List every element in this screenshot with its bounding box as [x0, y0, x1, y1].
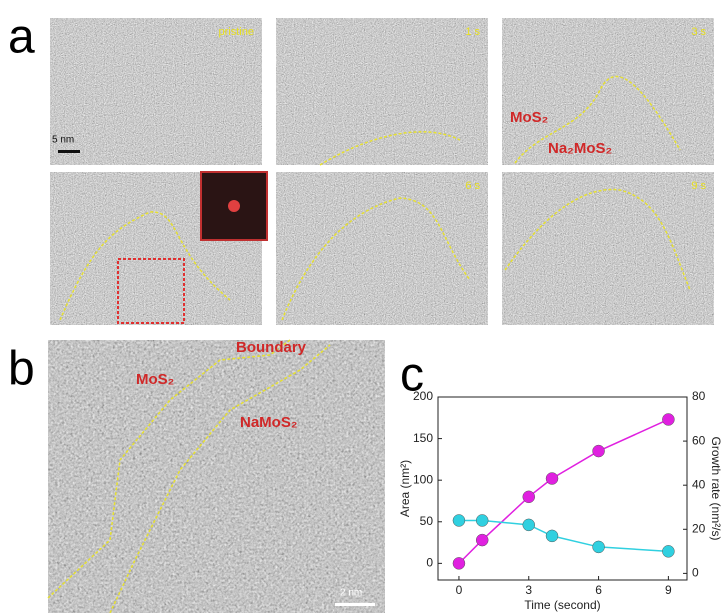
panel-label: c — [400, 349, 424, 402]
x-tick-label: 0 — [456, 583, 463, 597]
y-axis-label: Area (nm²) — [398, 460, 412, 517]
frame-label: 6 s — [465, 180, 480, 192]
y2-axis-label: Growth rate (nm²/s) — [709, 436, 723, 540]
series-line — [458, 418, 669, 564]
phase-label: MoS₂ — [136, 371, 174, 388]
data-point — [662, 413, 675, 426]
y-tick-label: 100 — [413, 472, 433, 486]
y2-tick-label: 80 — [692, 389, 706, 403]
y-tick-label: 0 — [426, 556, 433, 570]
data-point — [475, 514, 489, 527]
tem-frame — [502, 18, 714, 165]
y-tick-label: 50 — [420, 514, 434, 528]
data-point — [545, 529, 559, 543]
data-point — [592, 540, 605, 554]
x-tick-label: 3 — [525, 583, 532, 597]
tem-frame — [276, 172, 488, 325]
y2-tick-label: 40 — [692, 477, 706, 491]
plot-frame — [437, 396, 688, 581]
annotations: 5 nm MoS₂ Na₂MoS₂ — [52, 75, 691, 324]
data-point — [522, 518, 536, 532]
frame-label: 1 s — [465, 26, 480, 38]
panel-label: a — [8, 11, 35, 64]
phase-label: NaMoS₂ — [240, 414, 298, 431]
panel-label: b — [8, 343, 35, 396]
y-tick-label: 150 — [413, 431, 433, 445]
y-tick-label: 200 — [413, 389, 433, 403]
frame-label: 3 s — [691, 26, 706, 38]
data-point — [475, 533, 489, 547]
data-point — [522, 490, 536, 504]
annotations: Boundary MoS₂ NaMoS₂ 2 nm — [47, 339, 375, 613]
x-tick-label: 6 — [595, 583, 602, 597]
data-point — [662, 545, 675, 558]
data-point — [452, 514, 466, 527]
frame-label: 9 s — [691, 180, 706, 192]
phase-label: Na₂MoS₂ — [548, 140, 612, 157]
data-point — [545, 472, 559, 485]
tem-image — [48, 340, 385, 613]
tem-frame — [276, 18, 488, 165]
data-point — [452, 557, 466, 570]
series-line — [458, 519, 669, 553]
chart: 0 3 6 9 0 50 100 150 200 0 20 40 60 80 Time (second) Ar… — [398, 389, 723, 612]
data-point — [592, 444, 605, 458]
tem-frame — [502, 172, 714, 325]
y2-tick-label: 20 — [692, 521, 706, 535]
boundary-label: Boundary — [236, 339, 307, 356]
x-axis-label: Time (second) — [524, 598, 600, 612]
phase-label: MoS₂ — [510, 109, 548, 126]
y2-tick-label: 60 — [692, 433, 706, 447]
x-tick-label: 9 — [665, 583, 672, 597]
tem-frame — [50, 18, 262, 165]
y2-tick-label: 0 — [692, 566, 699, 580]
frame-label: pristine — [219, 26, 254, 38]
scale-bar: 5 nm — [52, 135, 74, 146]
scale-bar: 2 nm — [340, 588, 362, 599]
